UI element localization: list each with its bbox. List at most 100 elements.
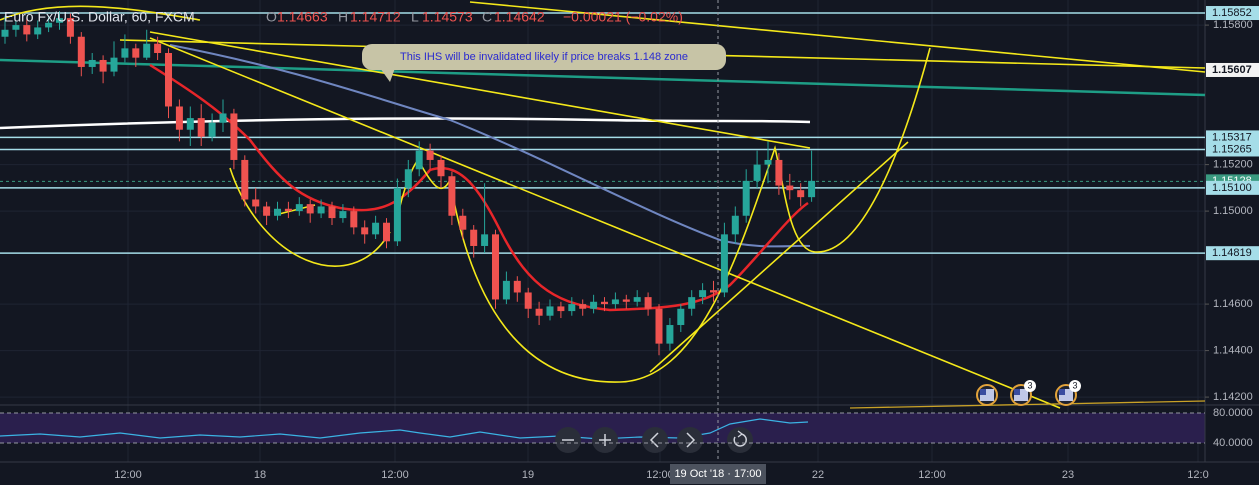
x-tick-label: 22: [812, 469, 824, 481]
annotation-box: [362, 44, 726, 70]
candle-body: [677, 308, 685, 326]
candle-body: [797, 190, 805, 198]
candle-body: [601, 301, 608, 305]
annotation: This IHS will be invalidated likely if p…: [400, 51, 688, 63]
legend-value: 1.14712: [350, 9, 401, 25]
candle-body: [764, 159, 772, 165]
candles: [1, 11, 816, 356]
legend-key: O: [266, 9, 277, 25]
price-tag-label: 1.15607: [1212, 64, 1252, 76]
crosshair-label-box: [670, 464, 766, 484]
candle-body: [404, 169, 412, 188]
axes: 1.15800 1.15200 1.15000 1.14600 1.14400 1.142…: [0, 6, 1259, 484]
candle-body: [165, 53, 172, 107]
indicator-line: [0, 418, 809, 440]
candle-body: [110, 57, 118, 72]
zoom-in-button[interactable]: [592, 427, 618, 453]
trend-line: [0, 58, 1206, 97]
y-tick-label: 80.0000: [1213, 407, 1253, 419]
candle-body: [77, 36, 85, 67]
candle-body: [535, 308, 543, 316]
candle-body: [186, 118, 194, 130]
scroll-left-button[interactable]: [642, 427, 668, 453]
y-tick-label: 40.0000: [1213, 437, 1253, 449]
candle-body: [426, 150, 434, 160]
candle-body: [437, 159, 445, 177]
candle-body: [655, 308, 663, 344]
candle-body: [208, 122, 216, 137]
trend-line: [149, 31, 811, 149]
y-tick-label: 1.14200: [1213, 391, 1253, 403]
y-tick-label: 1.15800: [1213, 19, 1253, 31]
candle-body: [56, 18, 63, 23]
y-tick-label: 1.15000: [1213, 205, 1253, 217]
candle-body: [12, 25, 20, 30]
candle-body: [88, 59, 96, 67]
event-flag[interactable]: [1010, 380, 1036, 406]
candle-body: [361, 227, 369, 235]
candle-body: [720, 234, 728, 293]
candle-body: [230, 113, 238, 160]
candle-body: [524, 292, 532, 309]
candle-body: [644, 297, 652, 309]
candle-body: [175, 106, 183, 130]
y-tick-label: 1.14400: [1213, 345, 1253, 357]
candle-body: [546, 306, 554, 316]
candle-body: [284, 208, 292, 212]
price-tag-label: 1.15100: [1212, 182, 1252, 194]
x-tick-label: 12:00: [381, 469, 409, 481]
trend-line: [849, 400, 1206, 409]
candle-body: [154, 43, 162, 54]
legend-key: H: [338, 9, 348, 25]
candle-body: [252, 199, 260, 207]
crosshair-label: 19 Oct '18 · 17:00: [674, 468, 761, 480]
event-flag[interactable]: [976, 384, 998, 406]
candle-body: [633, 297, 641, 302]
candle-body: [481, 234, 489, 246]
candle-body: [742, 180, 750, 216]
price-tag: [1206, 130, 1259, 145]
candle-body: [448, 176, 456, 216]
cup-curve: [229, 167, 391, 267]
candle-body: [513, 280, 521, 293]
y-tick-label: 1.15200: [1213, 159, 1253, 171]
x-tick-label: 23: [1062, 469, 1074, 481]
x-tick-label: 18: [254, 469, 266, 481]
candle-body: [132, 48, 140, 58]
event-flag[interactable]: [1055, 380, 1081, 406]
price-tag: [1206, 62, 1259, 77]
candle-body: [731, 215, 739, 235]
candle-body: [143, 43, 151, 58]
candle-body: [23, 25, 31, 35]
candle-body: [121, 48, 129, 58]
annotation-pointer: [380, 68, 395, 82]
candle-body: [339, 211, 347, 219]
cup-curve: [449, 47, 931, 383]
scroll-right-button[interactable]: [677, 427, 703, 453]
reset-button[interactable]: [727, 427, 753, 453]
candle-body: [45, 22, 53, 28]
x-tick-label: 12:00: [918, 469, 946, 481]
event-badge: 3: [1072, 380, 1077, 390]
legend-key: C: [482, 9, 492, 25]
candle-body: [372, 222, 380, 235]
trend-line: [649, 141, 909, 373]
candle-body: [383, 222, 390, 242]
candle-body: [775, 159, 783, 186]
candle-body: [492, 234, 499, 300]
candle-body: [197, 118, 205, 137]
price-tag-label: 1.15317: [1212, 131, 1252, 143]
nav-buttons: [555, 427, 753, 453]
candle-body: [470, 229, 478, 246]
candle-body: [263, 206, 271, 216]
candle-body: [415, 150, 423, 170]
candle-body: [753, 164, 761, 181]
candle-body: [688, 297, 696, 309]
candle-body: [459, 215, 467, 230]
x-tick-label: 12:0: [1187, 469, 1208, 481]
candle-body: [590, 301, 598, 309]
chart-title: Euro Fx/U.S. Dollar, 60, FXCM: [4, 9, 195, 25]
zoom-out-button[interactable]: [555, 427, 581, 453]
price-tag-label: 1.15852: [1212, 7, 1252, 19]
